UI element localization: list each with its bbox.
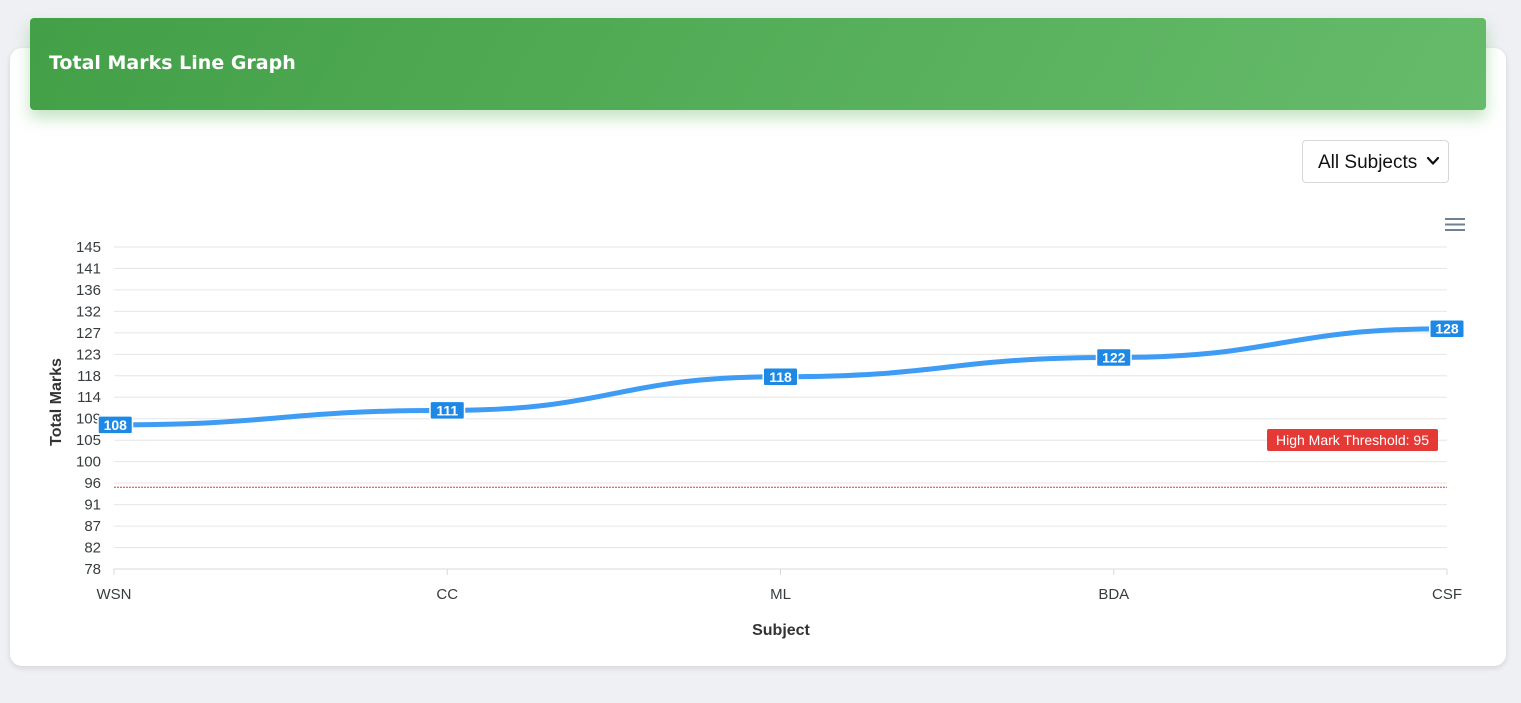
y-tick-label: 132: [76, 303, 101, 320]
y-tick-label: 127: [76, 325, 101, 342]
data-label-text: 111: [436, 402, 458, 418]
y-tick-label: 100: [76, 454, 101, 471]
y-tick-label: 141: [76, 260, 101, 277]
y-tick-label: 105: [76, 432, 101, 449]
data-label: 118: [762, 367, 799, 387]
data-label-text: 108: [104, 417, 128, 433]
y-tick-label: 136: [76, 282, 101, 299]
data-label: 122: [1095, 347, 1132, 368]
chart-header: Total Marks Line Graph: [30, 18, 1486, 110]
data-label-bg: [1095, 347, 1132, 368]
data-label: 111: [429, 400, 466, 421]
data-label-text: 122: [1102, 350, 1126, 366]
data-label-text: 118: [769, 369, 792, 385]
chevron-down-icon: [1426, 156, 1440, 165]
chart-card: [10, 48, 1506, 666]
threshold-label: High Mark Threshold: 95: [1276, 432, 1429, 448]
data-label: 108: [97, 415, 134, 435]
data-label-bg: [429, 400, 466, 421]
y-tick-label: 118: [77, 368, 101, 385]
threshold-label-bg: [1267, 429, 1438, 451]
y-tick-label: 145: [76, 239, 101, 256]
y-axis-title: Total Marks: [48, 358, 65, 446]
grid-lines: [114, 246, 1447, 570]
y-tick-label: 123: [76, 346, 101, 363]
data-labels: 108 111 118 122 128: [97, 318, 1465, 435]
y-tick-label: 91: [84, 497, 101, 514]
y-tick-label: 87: [84, 518, 101, 535]
x-tick-label: CSF: [1432, 586, 1462, 603]
data-label-text: 128: [1435, 321, 1459, 337]
y-tick-label: 82: [84, 540, 101, 557]
x-tick-label: BDA: [1098, 586, 1129, 603]
y-axis: 145 141 136 132 127 123 118 114 109 105 100 96 91 87 8…: [76, 239, 101, 578]
x-tick-label: WSN: [97, 586, 132, 603]
data-label: 128: [1429, 318, 1465, 339]
data-label-bg: [1429, 318, 1465, 339]
data-label-bg: [762, 367, 799, 387]
subject-filter-select[interactable]: All Subjects: [1302, 140, 1449, 183]
y-tick-label: 78: [84, 561, 101, 578]
threshold-annotation: High Mark Threshold: 95: [114, 429, 1447, 488]
y-tick-label: 114: [77, 389, 101, 406]
data-label-bg: [97, 415, 134, 435]
x-tick-label: CC: [436, 586, 458, 603]
x-axis-title: Subject: [752, 622, 810, 639]
page-title: Total Marks Line Graph: [49, 52, 296, 74]
x-tick-label: ML: [770, 586, 791, 603]
subject-filter-value: All Subjects: [1318, 152, 1418, 173]
x-axis: WSN CC ML BDA CSF: [97, 569, 1462, 603]
y-tick-label: 96: [84, 475, 101, 492]
y-tick-label: 109: [76, 411, 101, 428]
hamburger-menu-icon[interactable]: [1443, 216, 1467, 234]
